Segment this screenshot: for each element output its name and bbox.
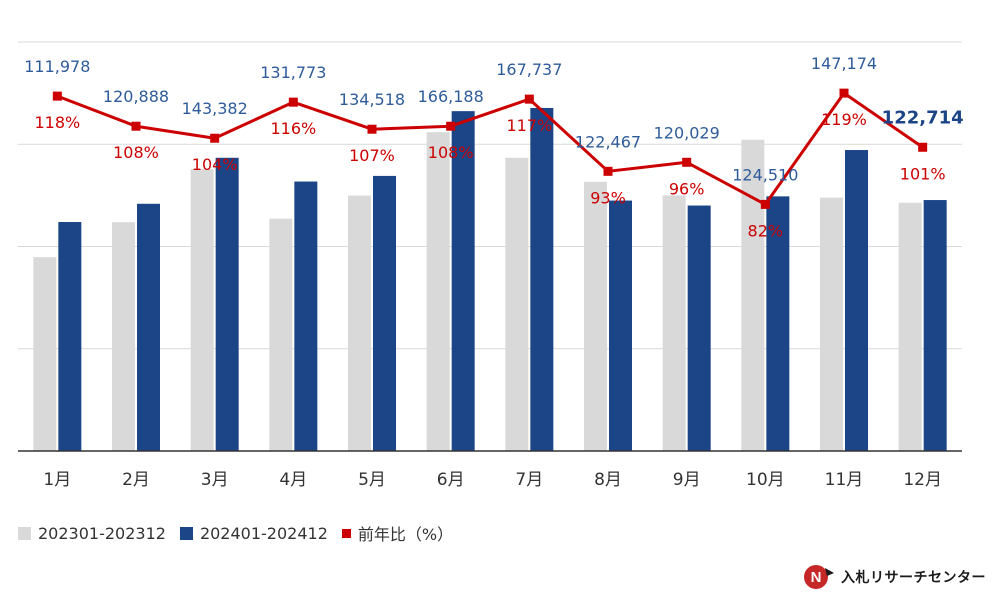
yoy-label: 119% [821, 110, 867, 129]
x-tick-label: 5月 [358, 470, 386, 490]
bar-2024 [923, 200, 947, 451]
bar-2023 [33, 257, 57, 451]
bar-2023 [898, 202, 922, 451]
yoy-marker [446, 121, 456, 131]
yoy-marker [288, 97, 298, 107]
bar-2023 [741, 139, 765, 451]
yoy-marker [52, 91, 62, 101]
value-label-2024: 143,382 [182, 99, 248, 118]
x-tick-label: 11月 [825, 470, 864, 490]
x-axis: 1月 2月 3月 4月 5月 6月 7月 8月 9月 10月 11月 12月 [18, 450, 962, 490]
bar-2023 [348, 195, 371, 451]
legend-swatch-2024 [179, 526, 193, 540]
brand-logo-icon: N [804, 565, 834, 589]
bar-2024 [766, 196, 790, 451]
yoy-label: 93% [590, 188, 626, 207]
data-labels: 111,978 118% 120,888 108% 143,382 104% 131,773… [24, 54, 963, 240]
legend-item-yoy: 前年比（%） [341, 521, 454, 545]
legend-label-2024: 202401-202412 [199, 523, 328, 543]
yoy-marker [839, 88, 849, 98]
yoy-label: 101% [900, 164, 946, 183]
yoy-label: 108% [428, 143, 474, 162]
yoy-label: 104% [192, 155, 238, 174]
legend-item-2023: 202301-202312 [18, 524, 166, 543]
value-label-2024: 122,714 [882, 107, 964, 128]
x-tick-label: 10月 [746, 470, 785, 490]
yoy-marker [760, 199, 770, 209]
bar-2024 [373, 175, 396, 451]
yoy-label: 107% [349, 146, 395, 165]
x-tick-label: 12月 [903, 470, 942, 490]
bar-2023 [190, 169, 214, 451]
value-label-2024: 134,518 [339, 90, 405, 109]
yoy-marker [367, 124, 377, 134]
yoy-line [52, 88, 928, 209]
x-tick-label: 4月 [279, 470, 307, 490]
bar-2023 [426, 132, 450, 451]
bar-2023 [584, 181, 607, 452]
bar-2024 [58, 222, 82, 451]
gridlines [18, 41, 962, 350]
legend-label-2023: 202301-202312 [38, 523, 166, 543]
value-label-2024: 167,737 [496, 60, 562, 79]
yoy-label: 96% [669, 179, 705, 198]
yoy-marker [682, 157, 692, 167]
bar-2023 [112, 222, 135, 451]
yoy-marker [210, 133, 220, 143]
bar-2024 [609, 200, 632, 451]
x-tick-label: 9月 [673, 470, 701, 490]
value-label-2024: 111,978 [24, 57, 90, 76]
yoy-label: 117% [506, 116, 552, 135]
x-tick-label: 2月 [122, 470, 150, 490]
bar-2023 [820, 197, 843, 451]
brand-logo-letter: N [811, 569, 822, 586]
x-tick-label: 8月 [594, 470, 622, 490]
yoy-marker [603, 166, 613, 176]
bar-2023 [662, 195, 686, 451]
legend-item-2024: 202401-202412 [179, 523, 328, 543]
bar-2023 [505, 157, 529, 451]
legend: 202301-202312 202401-202412 前年比（%） [18, 521, 467, 545]
bar-2024 [687, 205, 711, 451]
yoy-label: 118% [34, 113, 80, 132]
bar-2024 [451, 111, 475, 451]
yoy-marker [918, 142, 928, 152]
bars [33, 107, 947, 452]
value-label-2024: 124,510 [732, 165, 798, 184]
legend-swatch-2023 [18, 526, 31, 540]
x-tick-label: 6月 [437, 470, 465, 490]
bar-2024 [294, 181, 318, 451]
brand-name: 入札リサーチセンター [841, 570, 986, 586]
bar-2023 [269, 218, 293, 451]
x-tick-label: 7月 [515, 470, 543, 490]
bar-2024 [215, 157, 239, 451]
yoy-marker [131, 121, 141, 131]
legend-label-yoy: 前年比（%） [357, 525, 454, 544]
bar-2024 [137, 203, 160, 451]
value-label-2024: 122,467 [575, 132, 641, 151]
x-tick-label: 1月 [43, 470, 71, 490]
yoy-line-path [56, 91, 924, 206]
value-label-2024: 131,773 [260, 63, 326, 82]
legend-marker-yoy [341, 528, 351, 538]
value-label-2024: 147,174 [811, 54, 877, 73]
brand-logo: N 入札リサーチセンター [803, 564, 986, 590]
value-label-2024: 120,029 [654, 123, 720, 142]
x-tick-label: 3月 [201, 470, 229, 490]
value-label-2024: 120,888 [103, 87, 169, 106]
value-label-2024: 166,188 [418, 87, 484, 106]
yoy-label: 82% [748, 221, 784, 240]
bar-2024 [530, 107, 554, 451]
yoy-marker [524, 94, 534, 104]
yoy-label: 116% [270, 119, 316, 138]
bar-2024 [845, 150, 868, 451]
yoy-label: 108% [113, 143, 159, 162]
